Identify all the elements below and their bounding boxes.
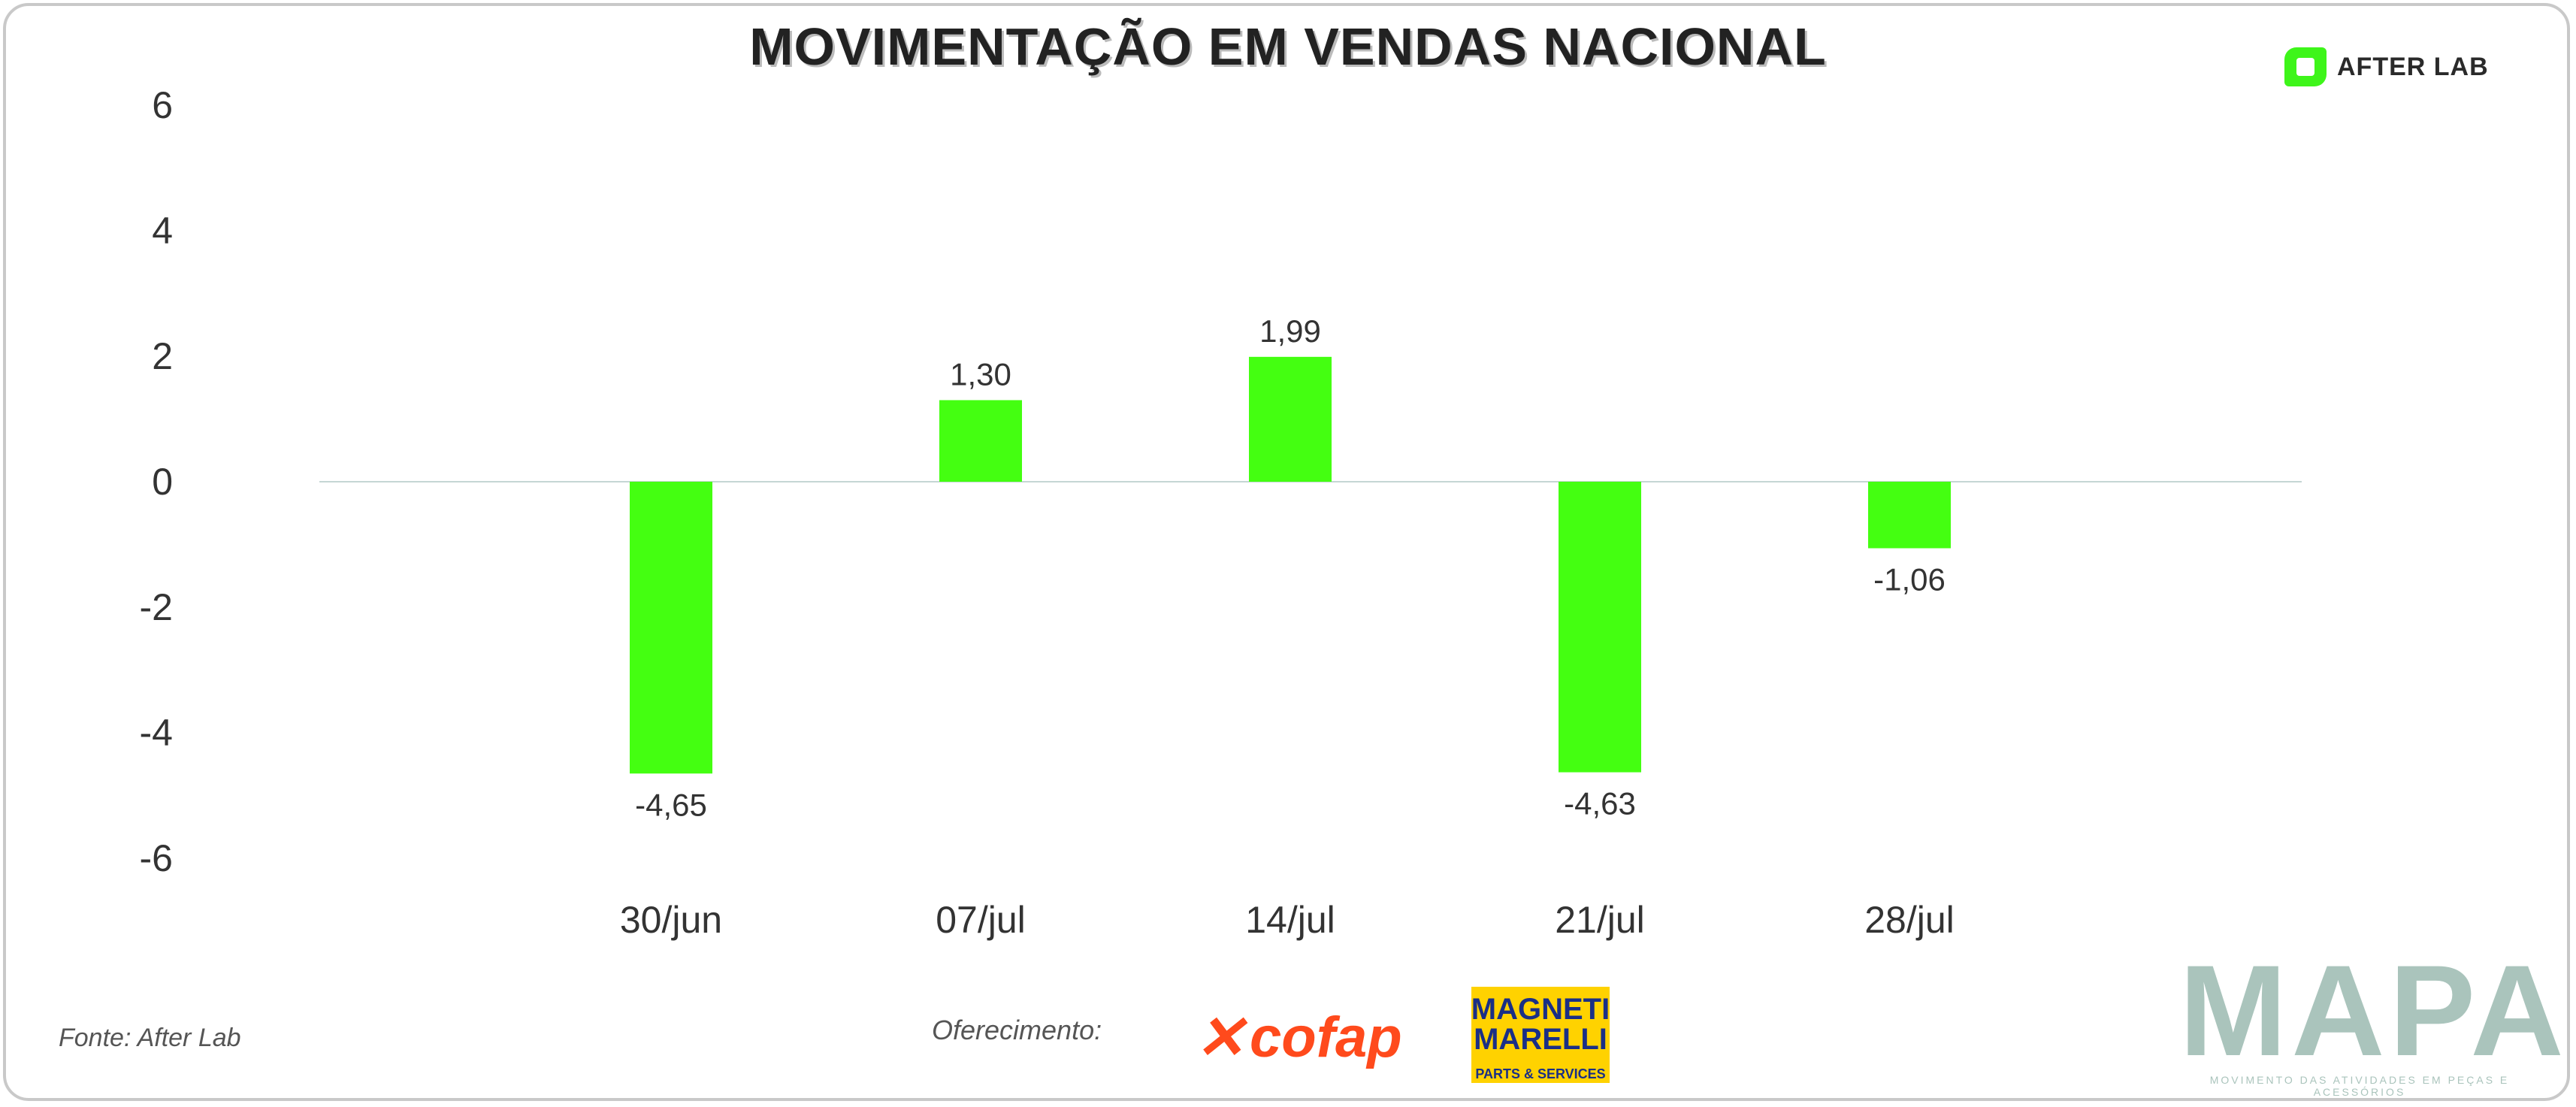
afterlab-logo-icon xyxy=(2284,47,2327,86)
value-label: 1,30 xyxy=(950,356,1011,392)
bar-28-jul xyxy=(1868,482,1951,549)
sponsor-label: Oferecimento: xyxy=(932,1015,1102,1045)
value-label: -4,65 xyxy=(635,787,707,822)
x-tick-label: 07/jul xyxy=(936,899,1026,941)
value-labels: -4,65 1,30 1,99 -4,63 -1,06 xyxy=(635,313,1946,822)
x-tick-label: 30/jun xyxy=(620,899,722,941)
x-tick-label: 21/jul xyxy=(1555,899,1645,941)
x-tick-label: 28/jul xyxy=(1864,899,1955,941)
bar-30-jun xyxy=(630,482,712,774)
y-tick-label: 2 xyxy=(152,335,173,377)
chart-title: MOVIMENTAÇÃO EM VENDAS NACIONAL xyxy=(749,17,1827,76)
mapa-logo-word: MAPA xyxy=(2179,939,2568,1083)
magneti-marelli-name: MAGNETI MARELLI xyxy=(1471,992,1610,1056)
y-tick-label: -2 xyxy=(140,586,173,628)
y-tick-label: 0 xyxy=(152,461,173,503)
y-tick-label: 4 xyxy=(152,210,173,252)
value-label: 1,99 xyxy=(1259,313,1321,349)
value-label: -4,63 xyxy=(1564,786,1636,821)
x-tick-label: 14/jul xyxy=(1245,899,1335,941)
mapa-logo-subtitle: MOVIMENTO DAS ATIVIDADES EM PEÇAS E ACES… xyxy=(2209,1074,2510,1098)
afterlab-logo: AFTER LAB xyxy=(2284,44,2489,90)
y-tick-label: -4 xyxy=(140,712,173,754)
y-tick-label: -6 xyxy=(140,837,173,879)
afterlab-logo-text: AFTER LAB xyxy=(2337,52,2489,81)
bars xyxy=(630,356,1951,774)
magneti-marelli-sub: PARTS & SERVICES xyxy=(1475,1066,1606,1081)
source-note: Fonte: After Lab xyxy=(59,1024,241,1052)
value-label: -1,06 xyxy=(1873,562,1946,597)
y-axis-ticks: 6 4 2 0 -2 -4 -6 xyxy=(140,84,173,879)
cofap-x-icon: ✕ xyxy=(1195,1003,1246,1071)
bar-21-jul xyxy=(1559,482,1641,773)
cofap-logo: ✕ cofap xyxy=(1195,1003,1402,1071)
mapa-logo: MAPA MOVIMENTO DAS ATIVIDADES EM PEÇAS E… xyxy=(2179,939,2568,1098)
cofap-logo-text: cofap xyxy=(1250,1005,1402,1069)
magneti-marelli-logo: MAGNETI MARELLI PARTS & SERVICES xyxy=(1471,987,1610,1083)
y-tick-label: 6 xyxy=(152,84,173,126)
x-axis-labels: 30/jun 07/jul 14/jul 21/jul 28/jul xyxy=(620,899,1955,941)
bar-07-jul xyxy=(939,400,1022,482)
chart-frame xyxy=(3,3,2570,1101)
bar-14-jul xyxy=(1249,356,1332,482)
